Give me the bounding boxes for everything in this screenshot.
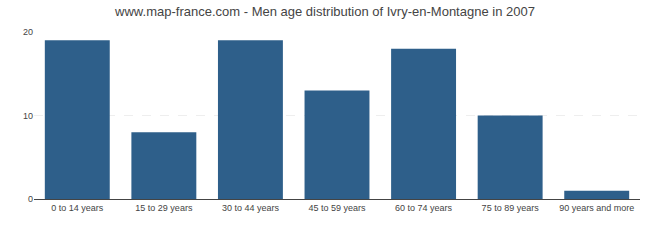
svg-text:75 to 89 years: 75 to 89 years — [482, 203, 540, 213]
svg-text:60 to 74 years: 60 to 74 years — [395, 203, 453, 213]
svg-text:90 years and more: 90 years and more — [559, 203, 634, 213]
svg-text:15 to 29 years: 15 to 29 years — [135, 203, 193, 213]
svg-text:45 to 59 years: 45 to 59 years — [308, 203, 366, 213]
svg-text:www.map-france.com - Men age d: www.map-france.com - Men age distributio… — [114, 4, 535, 19]
svg-text:30 to 44 years: 30 to 44 years — [222, 203, 280, 213]
svg-text:10: 10 — [23, 111, 33, 121]
svg-text:20: 20 — [23, 27, 33, 37]
svg-text:0: 0 — [28, 194, 33, 204]
svg-text:0 to 14 years: 0 to 14 years — [51, 203, 104, 213]
